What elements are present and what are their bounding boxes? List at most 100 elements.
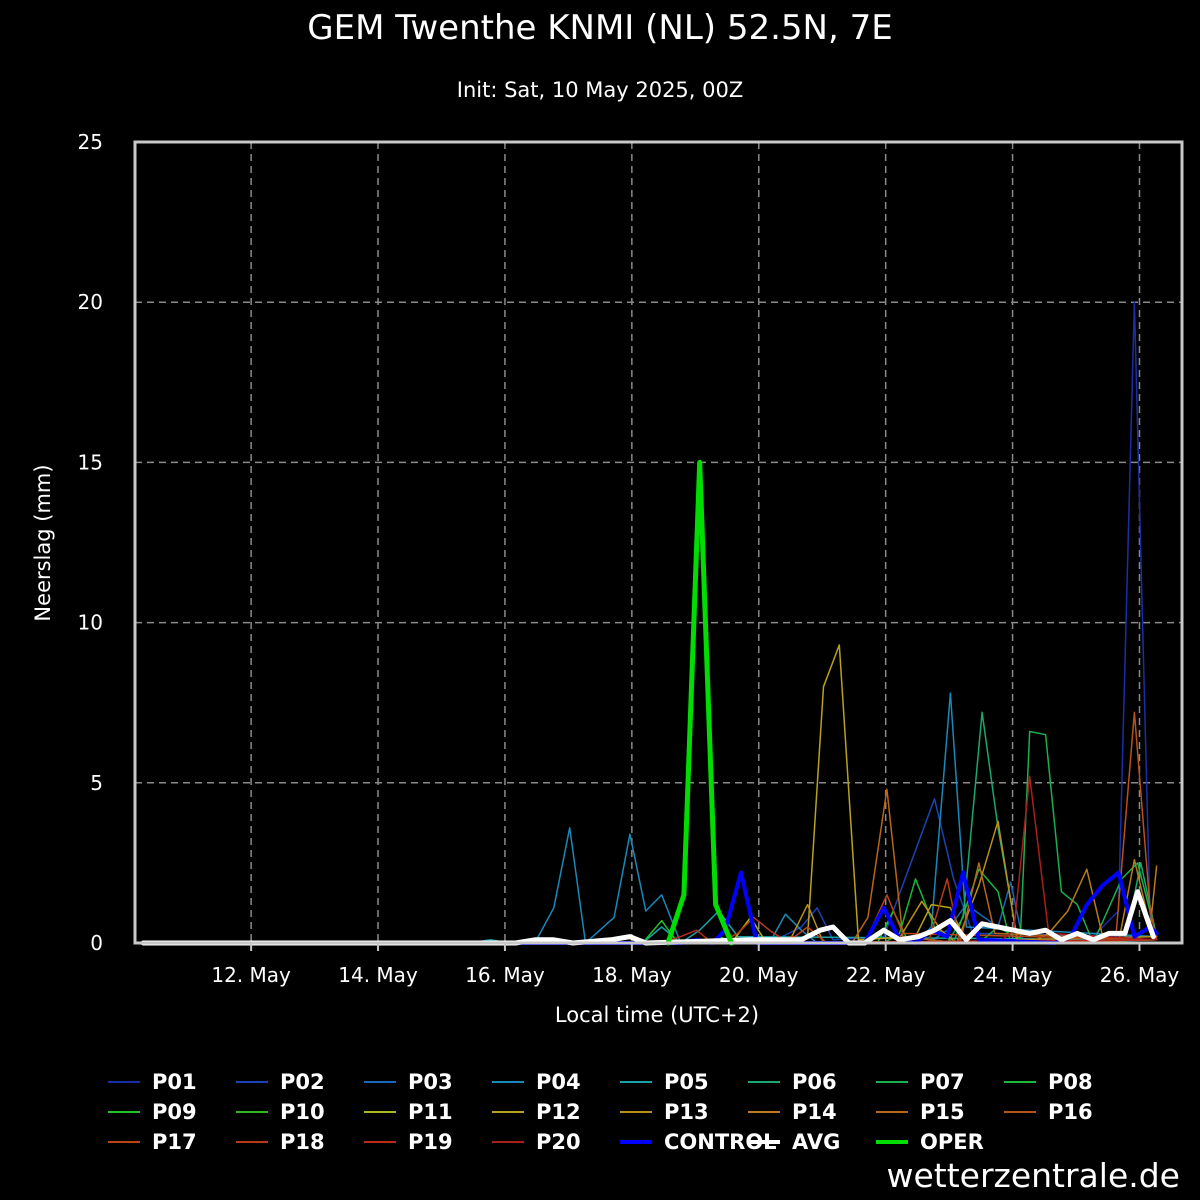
- legend-item-p08: P08: [1004, 1070, 1093, 1094]
- legend-item-p12: P12: [492, 1100, 581, 1124]
- series-line-p13: [142, 820, 1158, 944]
- legend-swatch: [748, 1111, 780, 1113]
- legend-item-p17: P17: [108, 1130, 197, 1154]
- legend-label: P12: [536, 1100, 581, 1124]
- legend-swatch: [364, 1081, 396, 1083]
- axis-layer: 0 5 10 15 20 25 12. May 14. May 16. May 18. May 20…: [78, 130, 1180, 987]
- chart-title: GEM Twenthe KNMI (NL) 52.5N, 7E: [307, 8, 893, 48]
- x-axis-label: Local time (UTC+2): [555, 1003, 759, 1027]
- legend-item-p09: P09: [108, 1100, 197, 1124]
- legend-swatch: [108, 1141, 140, 1143]
- legend-item-p13: P13: [620, 1100, 709, 1124]
- series-line-avg: [140, 889, 1156, 946]
- legend-swatch: [492, 1111, 524, 1113]
- y-tick-label: 25: [78, 130, 103, 154]
- legend-item-p06: P06: [748, 1070, 837, 1094]
- legend-label: P14: [792, 1100, 837, 1124]
- legend-label: P07: [920, 1070, 965, 1094]
- y-tick-label: 5: [90, 771, 103, 795]
- series-line-p15: [142, 788, 1158, 944]
- x-tick-label: 26. May: [1100, 963, 1180, 987]
- plot-area: 0 5 10 15 20 25 12. May 14. May 16. May 18. May 20…: [31, 130, 1184, 1027]
- legend-label: P13: [664, 1100, 709, 1124]
- legend-label: P02: [280, 1070, 325, 1094]
- y-tick-label: 0: [90, 931, 103, 955]
- x-tick-label: 20. May: [719, 963, 799, 987]
- legend-item-p02: P02: [236, 1070, 325, 1094]
- legend-label: P11: [408, 1100, 453, 1124]
- chart-subtitle: Init: Sat, 10 May 2025, 00Z: [456, 78, 744, 102]
- legend-label: P15: [920, 1100, 965, 1124]
- y-tick-label: 20: [78, 290, 103, 314]
- legend-swatch: [108, 1111, 140, 1113]
- legend-label: P03: [408, 1070, 453, 1094]
- legend-label: P17: [152, 1130, 197, 1154]
- legend-label: P01: [152, 1070, 197, 1094]
- legend-item-p20: P20: [492, 1130, 581, 1154]
- legend-swatch: [620, 1111, 652, 1113]
- legend-swatch: [236, 1081, 268, 1083]
- legend-label: P09: [152, 1100, 197, 1124]
- legend-swatch: [620, 1081, 652, 1083]
- y-tick-label: 10: [78, 611, 103, 635]
- legend-swatch: [1004, 1111, 1036, 1113]
- legend-swatch: [364, 1111, 396, 1113]
- y-tick-label: 15: [78, 450, 103, 474]
- plot-frame: [133, 140, 1184, 945]
- legend-label: P05: [664, 1070, 709, 1094]
- y-axis-label: Neerslag (mm): [31, 464, 55, 621]
- legend-swatch: [876, 1140, 908, 1144]
- legend-item-p15: P15: [876, 1100, 965, 1124]
- legend-swatch: [876, 1081, 908, 1083]
- legend-item-p16: P16: [1004, 1100, 1093, 1124]
- legend-item-p10: P10: [236, 1100, 325, 1124]
- legend-item-p18: P18: [236, 1130, 325, 1154]
- legend-item-p05: P05: [620, 1070, 709, 1094]
- legend-item-p04: P04: [492, 1070, 581, 1094]
- legend-item-oper: OPER: [876, 1130, 984, 1154]
- legend-label: P06: [792, 1070, 837, 1094]
- x-tick-label: 18. May: [592, 963, 672, 987]
- legend-swatch: [748, 1081, 780, 1083]
- legend-label: P10: [280, 1100, 325, 1124]
- legend-item-avg: AVG: [748, 1130, 840, 1154]
- x-tick-label: 16. May: [465, 963, 545, 987]
- legend-label: P16: [1048, 1100, 1093, 1124]
- legend-swatch: [748, 1140, 780, 1144]
- legend-label: OPER: [920, 1130, 984, 1154]
- series-line-oper: [665, 459, 734, 946]
- series-line-p12: [142, 644, 1158, 944]
- legend-swatch: [620, 1140, 652, 1144]
- x-tick-label: 22. May: [846, 963, 926, 987]
- legend-item-p14: P14: [748, 1100, 837, 1124]
- legend-label: P18: [280, 1130, 325, 1154]
- legend-swatch: [492, 1081, 524, 1083]
- legend-label: P08: [1048, 1070, 1093, 1094]
- legend-swatch: [108, 1081, 140, 1083]
- legend-swatch: [364, 1141, 396, 1143]
- legend-label: P19: [408, 1130, 453, 1154]
- legend-swatch: [876, 1111, 908, 1113]
- brand-watermark: wetterzentrale.de: [886, 1156, 1180, 1195]
- legend-item-p03: P03: [364, 1070, 453, 1094]
- series-line-p07: [142, 730, 1158, 944]
- legend-swatch: [1004, 1081, 1036, 1083]
- series-line-p16: [142, 711, 1158, 944]
- legend-swatch: [236, 1141, 268, 1143]
- legend-label: P04: [536, 1070, 581, 1094]
- legend-label: AVG: [792, 1130, 841, 1154]
- x-tick-label: 14. May: [338, 963, 418, 987]
- legend-item-p19: P19: [364, 1130, 453, 1154]
- legend-label: P20: [536, 1130, 581, 1154]
- legend-swatch: [492, 1141, 524, 1143]
- legend-item-p07: P07: [876, 1070, 965, 1094]
- legend-swatch: [236, 1111, 268, 1113]
- legend-item-p01: P01: [108, 1070, 197, 1094]
- x-tick-label: 24. May: [973, 963, 1053, 987]
- x-tick-label: 12. May: [211, 963, 291, 987]
- legend-item-p11: P11: [364, 1100, 453, 1124]
- grid-layer: [135, 142, 1182, 943]
- series-line-p14: [142, 858, 1158, 944]
- series-line-p06: [142, 711, 1158, 944]
